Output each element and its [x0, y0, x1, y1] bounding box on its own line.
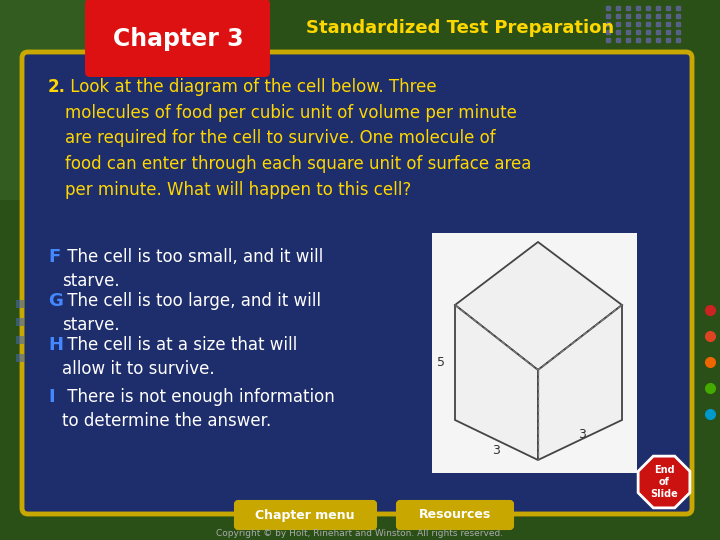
Bar: [16, 354, 24, 362]
Text: Copyright © by Holt, Rinehart and Winston. All rights reserved.: Copyright © by Holt, Rinehart and Winsto…: [217, 530, 503, 538]
Bar: [0, 0, 200, 200]
Bar: [16, 300, 24, 308]
Text: 5: 5: [437, 355, 445, 368]
FancyBboxPatch shape: [22, 52, 692, 514]
FancyBboxPatch shape: [235, 501, 376, 529]
Polygon shape: [638, 456, 690, 508]
Text: Chapter 3: Chapter 3: [113, 27, 243, 51]
Text: End
of
Slide: End of Slide: [650, 465, 678, 498]
Bar: [16, 318, 24, 326]
Text: H: H: [48, 336, 63, 354]
Text: 3: 3: [578, 429, 586, 442]
Text: Resources: Resources: [419, 509, 491, 522]
Text: F: F: [48, 248, 60, 266]
Text: 2.: 2.: [48, 78, 66, 96]
Polygon shape: [538, 305, 622, 460]
Text: I: I: [48, 388, 55, 406]
Text: The cell is too small, and it will
starve.: The cell is too small, and it will starv…: [62, 248, 323, 291]
Text: The cell is at a size that will
allow it to survive.: The cell is at a size that will allow it…: [62, 336, 297, 379]
Polygon shape: [455, 305, 538, 460]
Text: There is not enough information
to determine the answer.: There is not enough information to deter…: [62, 388, 335, 430]
FancyBboxPatch shape: [432, 233, 637, 473]
Text: Chapter menu: Chapter menu: [256, 509, 355, 522]
FancyBboxPatch shape: [85, 0, 270, 77]
Polygon shape: [455, 242, 622, 370]
Text: 3: 3: [492, 443, 500, 456]
Bar: [16, 336, 24, 344]
Text: G: G: [48, 292, 63, 310]
FancyBboxPatch shape: [397, 501, 513, 529]
Text: Look at the diagram of the cell below. Three
molecules of food per cubic unit of: Look at the diagram of the cell below. T…: [65, 78, 531, 199]
Text: Standardized Test Preparation: Standardized Test Preparation: [306, 19, 614, 37]
Text: The cell is too large, and it will
starve.: The cell is too large, and it will starv…: [62, 292, 321, 334]
